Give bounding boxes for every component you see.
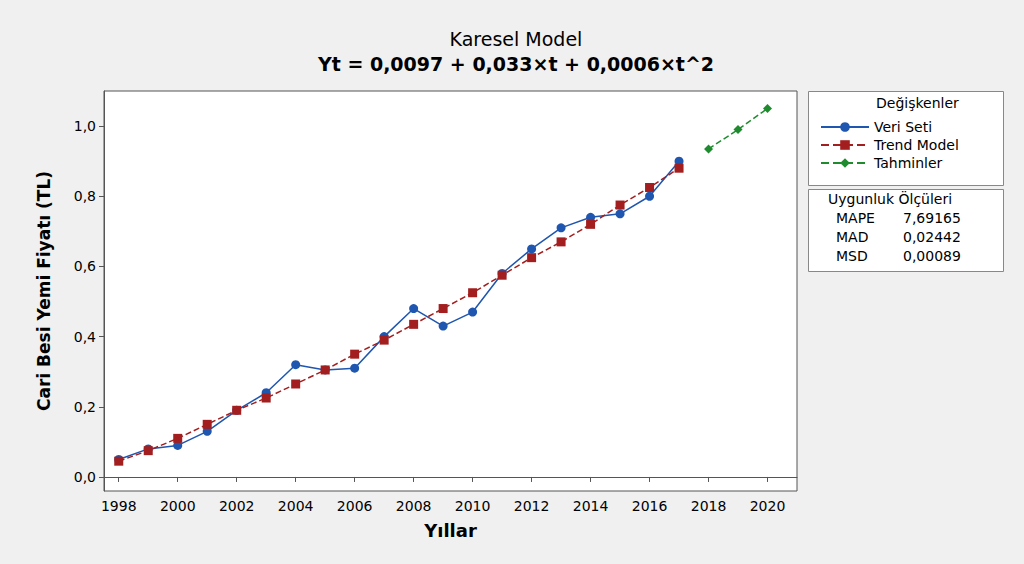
svg-text:2020: 2020 — [750, 498, 786, 514]
svg-text:2000: 2000 — [160, 498, 196, 514]
svg-text:2016: 2016 — [632, 498, 668, 514]
svg-text:0,00089: 0,00089 — [903, 248, 961, 264]
svg-text:MSD: MSD — [836, 248, 868, 264]
svg-text:0,4: 0,4 — [74, 329, 96, 345]
svg-text:Yıllar: Yıllar — [423, 520, 477, 541]
svg-text:2010: 2010 — [455, 498, 491, 514]
svg-text:Karesel Model: Karesel Model — [450, 28, 583, 50]
svg-text:0,02442: 0,02442 — [903, 229, 961, 245]
svg-text:Uygunluk Ölçüleri: Uygunluk Ölçüleri — [828, 190, 952, 207]
svg-text:Yt = 0,0097 + 0,033×t + 0,0006: Yt = 0,0097 + 0,033×t + 0,0006×t^2 — [317, 53, 714, 75]
svg-text:Tahminler: Tahminler — [873, 155, 943, 171]
svg-text:2012: 2012 — [514, 498, 550, 514]
svg-text:2018: 2018 — [691, 498, 727, 514]
svg-text:0,8: 0,8 — [74, 188, 96, 204]
svg-text:MAD: MAD — [836, 229, 868, 245]
svg-text:1998: 1998 — [101, 498, 137, 514]
svg-text:2002: 2002 — [219, 498, 255, 514]
svg-text:1,0: 1,0 — [74, 118, 96, 134]
svg-text:0,0: 0,0 — [74, 469, 96, 485]
svg-text:0,6: 0,6 — [74, 258, 96, 274]
svg-text:7,69165: 7,69165 — [903, 210, 961, 226]
svg-text:MAPE: MAPE — [836, 210, 875, 226]
svg-text:2014: 2014 — [573, 498, 609, 514]
svg-text:Trend Model: Trend Model — [873, 137, 959, 153]
svg-text:Cari Besi Yemi Fiyatı (TL): Cari Besi Yemi Fiyatı (TL) — [34, 171, 54, 411]
svg-text:2004: 2004 — [278, 498, 314, 514]
svg-text:2006: 2006 — [337, 498, 373, 514]
svg-text:2008: 2008 — [396, 498, 432, 514]
svg-text:Veri Seti: Veri Seti — [874, 119, 932, 135]
svg-text:Değişkenler: Değişkenler — [876, 95, 959, 111]
svg-text:0,2: 0,2 — [74, 399, 96, 415]
